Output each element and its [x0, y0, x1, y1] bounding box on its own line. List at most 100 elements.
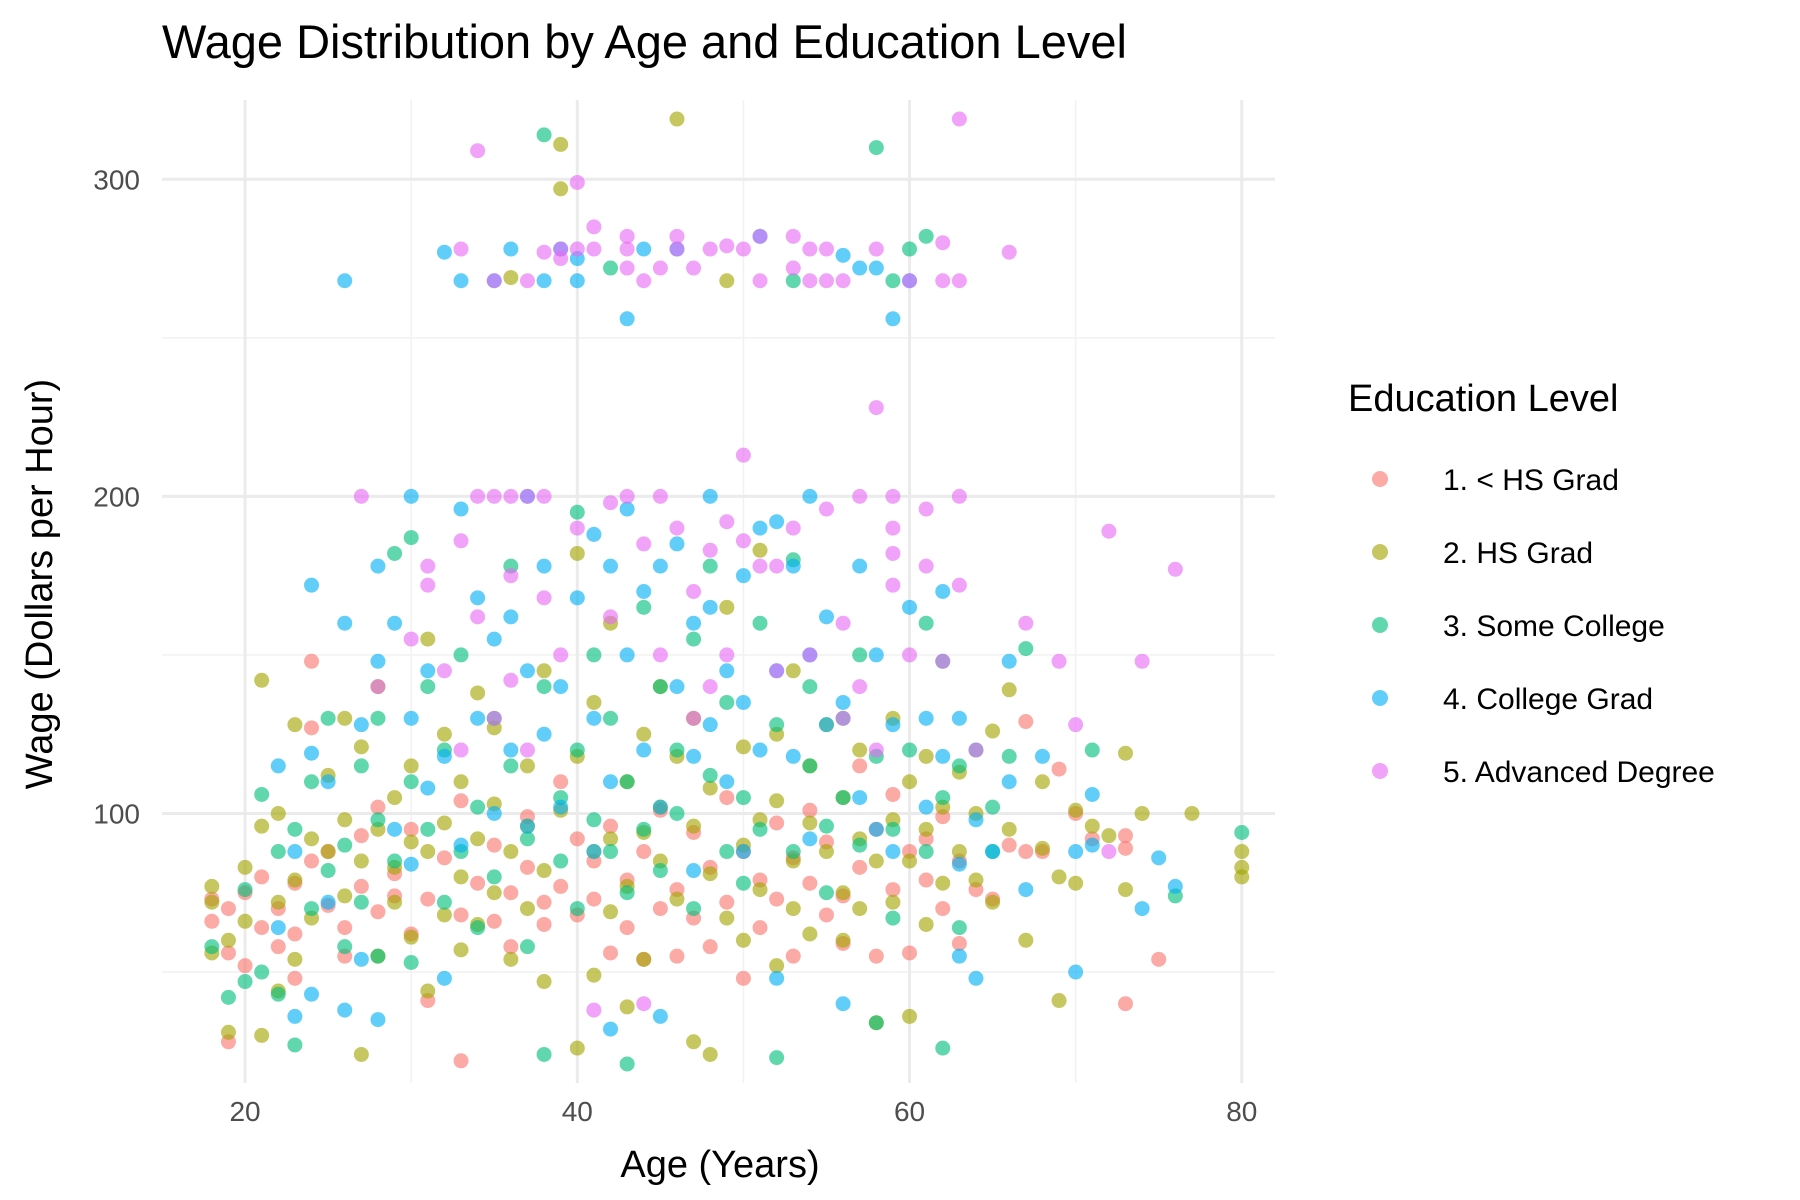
- data-point: [719, 663, 735, 679]
- data-point: [636, 536, 652, 552]
- legend-items: 1. < HS Grad 2. HS Grad 3. Some College 4. …: [1372, 464, 1715, 789]
- data-point: [1084, 786, 1100, 802]
- y-tick-label: 200: [93, 481, 140, 512]
- legend-title: Education Level: [1348, 378, 1618, 420]
- data-point: [254, 1027, 270, 1043]
- data-point: [387, 821, 403, 837]
- data-point: [337, 615, 353, 631]
- data-point: [619, 774, 635, 790]
- data-point: [254, 964, 270, 980]
- data-point: [686, 710, 702, 726]
- data-point: [902, 1008, 918, 1024]
- data-point: [503, 885, 519, 901]
- data-point: [652, 647, 668, 663]
- data-point: [702, 599, 718, 615]
- data-point: [220, 1024, 236, 1040]
- data-point: [287, 1037, 303, 1053]
- data-point: [436, 815, 452, 831]
- data-point: [470, 831, 486, 847]
- data-point: [852, 901, 868, 917]
- data-point: [453, 837, 469, 853]
- data-point: [353, 717, 369, 733]
- data-point: [453, 793, 469, 809]
- data-point: [902, 647, 918, 663]
- legend: Education Level 1. < HS Grad 2. HS Grad 3.…: [1348, 378, 1715, 789]
- data-point: [569, 901, 585, 917]
- data-point: [985, 894, 1001, 910]
- data-point: [254, 869, 270, 885]
- data-point: [802, 488, 818, 504]
- data-point: [902, 273, 918, 289]
- data-point: [752, 615, 768, 631]
- data-point: [204, 878, 220, 894]
- data-point: [1001, 774, 1017, 790]
- data-point: [918, 799, 934, 815]
- data-point: [536, 273, 552, 289]
- data-point: [420, 679, 436, 695]
- data-point: [885, 520, 901, 536]
- y-axis-title: Wage (Dollars per Hour): [19, 379, 61, 789]
- data-point: [652, 558, 668, 574]
- data-point: [702, 866, 718, 882]
- data-point: [1018, 932, 1034, 948]
- data-point: [951, 111, 967, 127]
- data-point: [387, 615, 403, 631]
- data-point: [735, 970, 751, 986]
- data-point: [304, 986, 320, 1002]
- data-point: [553, 251, 569, 267]
- data-point: [1151, 850, 1167, 866]
- data-point: [802, 875, 818, 891]
- data-point: [802, 831, 818, 847]
- data-point: [403, 758, 419, 774]
- data-point: [470, 685, 486, 701]
- data-point: [702, 939, 718, 955]
- data-point: [503, 241, 519, 257]
- data-point: [835, 710, 851, 726]
- data-point: [1084, 837, 1100, 853]
- data-point: [436, 748, 452, 764]
- data-point: [486, 273, 502, 289]
- data-point: [769, 1050, 785, 1066]
- data-point: [935, 273, 951, 289]
- data-point: [603, 904, 619, 920]
- data-point: [735, 790, 751, 806]
- data-point: [802, 758, 818, 774]
- data-point: [902, 853, 918, 869]
- data-point: [652, 799, 668, 815]
- data-point: [603, 831, 619, 847]
- data-point: [686, 863, 702, 879]
- data-point: [519, 831, 535, 847]
- data-point: [553, 647, 569, 663]
- data-point: [1068, 875, 1084, 891]
- data-point: [951, 577, 967, 593]
- data-point: [569, 545, 585, 561]
- data-point: [619, 228, 635, 244]
- data-point: [254, 920, 270, 936]
- data-point: [486, 488, 502, 504]
- data-point: [1018, 641, 1034, 657]
- data-point: [885, 717, 901, 733]
- data-point: [852, 758, 868, 774]
- data-point: [868, 140, 884, 156]
- legend-key: [1372, 471, 1388, 487]
- data-point: [403, 929, 419, 945]
- data-point: [785, 558, 801, 574]
- legend-label: 5. Advanced Degree: [1443, 756, 1715, 789]
- data-point: [1051, 869, 1067, 885]
- data-point: [586, 219, 602, 235]
- data-point: [403, 821, 419, 837]
- data-point: [669, 948, 685, 964]
- data-point: [686, 901, 702, 917]
- data-point: [852, 742, 868, 758]
- data-point: [852, 260, 868, 276]
- data-point: [1084, 742, 1100, 758]
- data-point: [420, 663, 436, 679]
- data-point: [769, 815, 785, 831]
- data-point: [868, 821, 884, 837]
- data-point: [436, 907, 452, 923]
- data-point: [603, 774, 619, 790]
- data-point: [619, 999, 635, 1015]
- data-point: [603, 558, 619, 574]
- data-point: [935, 748, 951, 764]
- data-point: [1151, 951, 1167, 967]
